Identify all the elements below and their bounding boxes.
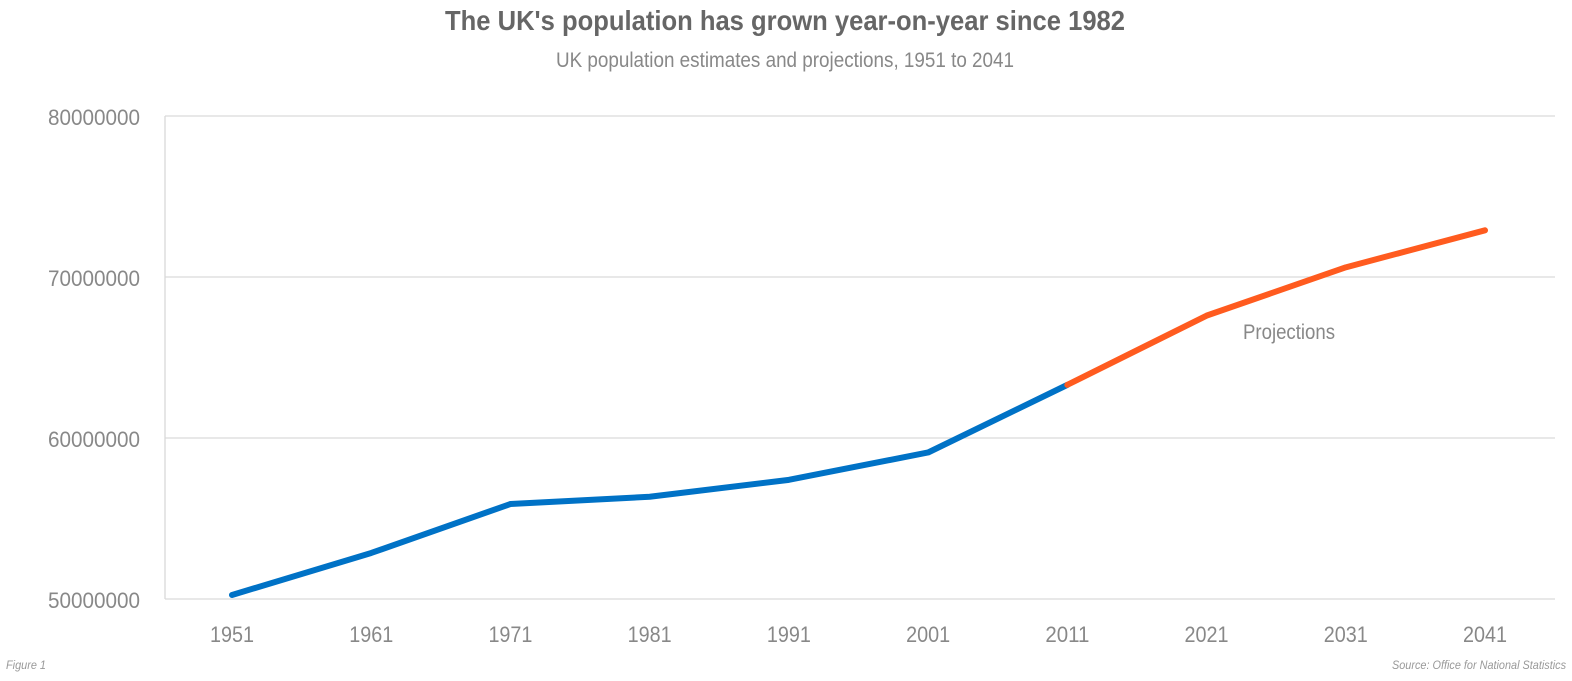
series-lines xyxy=(229,227,1488,598)
x-tick-label: 2041 xyxy=(1463,622,1507,647)
x-tick-label: 1991 xyxy=(767,622,811,647)
x-tick-label: 1951 xyxy=(210,622,254,647)
x-tick-label: 1971 xyxy=(488,622,532,647)
x-tick-label: 1961 xyxy=(349,622,393,647)
figure-label: Figure 1 xyxy=(6,658,46,672)
x-tick-label: 2031 xyxy=(1324,622,1368,647)
source-note: Source: Office for National Statistics xyxy=(1392,658,1566,672)
series-line-estimates xyxy=(229,381,1071,598)
series-line-projections xyxy=(1064,227,1488,388)
chart-title: The UK's population has grown year-on-ye… xyxy=(445,5,1125,36)
projections-annotation: Projections xyxy=(1243,321,1335,344)
y-axis: 50000000 60000000 70000000 80000000 xyxy=(48,105,140,613)
chart-subtitle: UK population estimates and projections,… xyxy=(556,49,1014,72)
y-tick-label: 70000000 xyxy=(48,266,140,291)
x-tick-label: 2001 xyxy=(906,622,950,647)
gridlines xyxy=(164,115,1555,600)
y-tick-label: 80000000 xyxy=(48,105,140,130)
x-axis: 1951 1961 1971 1981 1991 2001 2011 2021 2031 2041 xyxy=(210,622,1507,647)
y-tick-label: 50000000 xyxy=(48,588,140,613)
y-tick-label: 60000000 xyxy=(48,427,140,452)
x-tick-label: 2011 xyxy=(1045,622,1089,647)
x-tick-label: 2021 xyxy=(1185,622,1229,647)
x-tick-label: 1981 xyxy=(628,622,672,647)
